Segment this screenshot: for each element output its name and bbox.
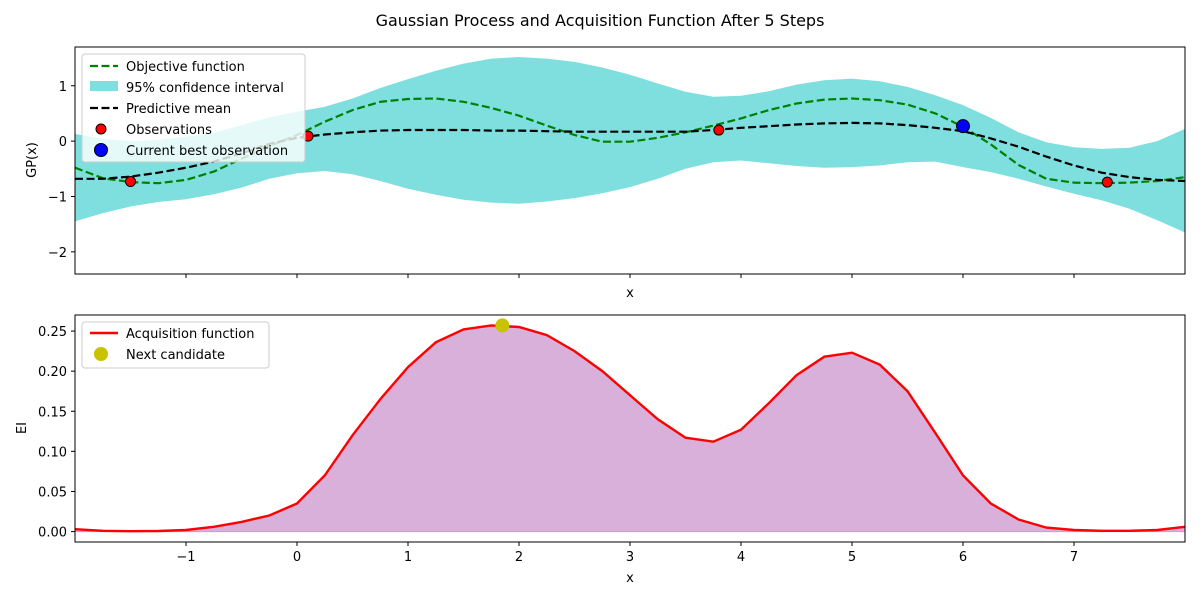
acquisition-x-tick-label: 2 <box>515 550 523 565</box>
acquisition-x-tick-label: 3 <box>626 550 634 565</box>
acquisition-y-tick-label: 0.25 <box>38 325 67 340</box>
legend-mean-label: Predictive mean <box>126 102 231 117</box>
acquisition-x-tick-label: 0 <box>293 550 301 565</box>
acquisition-panel: −1 0 1 2 3 4 5 6 70.000.050.100.150.200.25 x EI … <box>15 314 1186 586</box>
gp-y-axis-label: GP(x) <box>25 142 40 178</box>
legend-best-label: Current best observation <box>126 144 288 159</box>
observation-point <box>1101 176 1113 188</box>
acquisition-x-tick-label: 1 <box>404 550 412 565</box>
acquisition-plot-area <box>75 318 1185 533</box>
acquisition-legend-box <box>81 321 270 369</box>
acquisition-y-tick-label: 0.00 <box>38 526 67 541</box>
acquisition-y-tick-label: 0.10 <box>38 445 67 460</box>
acquisition-x-tick-label: 7 <box>1070 550 1078 565</box>
acquisition-x-tick-label: 6 <box>959 550 967 565</box>
acquisition-legend: Acquisition function Next candidate <box>81 321 270 369</box>
current-best-observation-point <box>956 119 970 134</box>
gp-legend-box <box>81 53 306 163</box>
acquisition-y-tick-label: 0.05 <box>38 485 67 500</box>
gp-y-tick-label: 0 <box>59 135 67 150</box>
objective-function-line <box>75 97 1185 185</box>
gp-ticks: −2 −1 0 1 <box>48 80 1075 278</box>
legend-confidence-swatch <box>90 81 118 91</box>
gp-y-tick-label: 1 <box>59 80 67 95</box>
acquisition-x-axis-label: x <box>626 571 634 586</box>
gp-y-tick-label: −2 <box>48 246 67 261</box>
legend-best-marker <box>94 143 108 157</box>
legend-confidence-label: 95% confidence interval <box>126 81 284 96</box>
acquisition-y-axis-label: EI <box>15 422 30 434</box>
next-candidate-point <box>495 318 510 333</box>
acquisition-x-tick-label: 5 <box>848 550 856 565</box>
acquisition-ticks: −1 0 1 2 3 4 5 6 7 0.00 0.05 0.10 0.15 0.20 0.25 <box>38 325 1078 565</box>
acquisition-function-line <box>75 324 1185 533</box>
gp-panel: −2 −1 0 1 x GP(x) Objective function 95% co… <box>25 46 1186 301</box>
confidence-interval-band <box>75 57 1185 233</box>
legend-candidate-label: Next candidate <box>126 348 225 363</box>
legend-candidate-marker <box>94 347 108 361</box>
acquisition-x-tick-label: −1 <box>176 550 195 565</box>
gp-y-tick-label: −1 <box>48 190 67 205</box>
acquisition-x-tick-label: 4 <box>737 550 745 565</box>
acquisition-y-tick-label: 0.15 <box>38 405 67 420</box>
acquisition-y-tick-label: 0.20 <box>38 365 67 380</box>
legend-observation-label: Observations <box>126 123 212 138</box>
observation-point <box>713 124 725 136</box>
gp-legend: Objective function 95% confidence interv… <box>81 53 306 163</box>
legend-observation-marker <box>95 123 107 135</box>
gp-x-axis-label: x <box>626 286 634 301</box>
observation-point <box>125 176 136 188</box>
figure-title: Gaussian Process and Acquisition Functio… <box>376 11 825 30</box>
legend-acquisition-label: Acquisition function <box>126 327 254 342</box>
legend-objective-label: Objective function <box>126 60 245 75</box>
